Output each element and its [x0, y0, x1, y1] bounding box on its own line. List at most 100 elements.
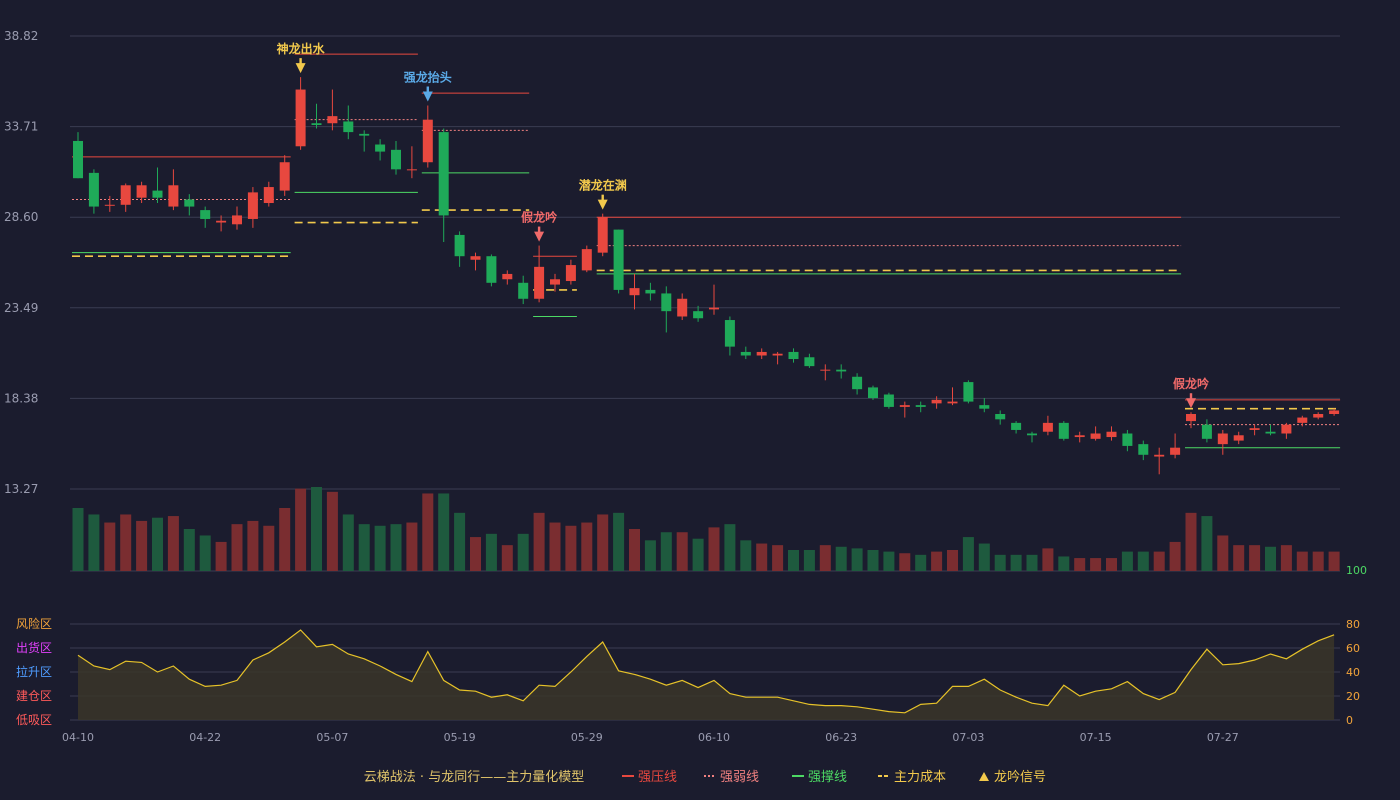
volume-bar — [899, 553, 911, 571]
candles-layer — [73, 77, 1340, 475]
price-tick-label: 23.49 — [4, 301, 38, 315]
signal-arrow-stem — [537, 226, 541, 233]
candle-body — [1329, 410, 1340, 415]
volume-bar — [835, 546, 847, 571]
volume-bar — [136, 520, 148, 571]
zone-label: 低吸区 — [16, 713, 52, 727]
candle-body — [1074, 435, 1085, 438]
candle-body — [1106, 431, 1117, 438]
candle-body — [1297, 417, 1308, 423]
candle-body — [502, 273, 513, 280]
date-tick-label: 04-22 — [189, 731, 221, 744]
grid-layer — [70, 35, 1340, 721]
candle-body — [120, 185, 131, 205]
volume-bar — [883, 551, 895, 571]
date-tick-label: 05-07 — [316, 731, 348, 744]
candle-body — [693, 311, 704, 319]
candle-body — [597, 217, 608, 253]
legend-model-label: 云梯战法 · 与龙同行——主力量化模型 — [364, 770, 584, 785]
date-tick-label: 06-23 — [825, 731, 857, 744]
volume-bar — [1153, 551, 1165, 571]
volume-bar — [390, 524, 402, 571]
volume-bar — [1169, 541, 1181, 571]
date-tick-label: 06-10 — [698, 731, 730, 744]
candle-body — [1217, 433, 1228, 445]
candle-body — [136, 185, 147, 198]
signal-arrow-stem — [426, 86, 429, 93]
legend-swatch-triangle — [979, 772, 989, 781]
signal-arrow — [422, 91, 433, 102]
volume-bar — [1249, 545, 1261, 571]
candle-body — [422, 119, 433, 163]
legend-item-label: 强压线 — [638, 770, 677, 785]
candle-body — [788, 351, 799, 360]
candle-body — [1265, 431, 1276, 434]
volume-bar — [692, 538, 704, 571]
volume-bar — [613, 512, 625, 571]
legend: 云梯战法 · 与龙同行——主力量化模型 强压线 强弱线 强撑线 主力成本 龙吟信号 — [364, 769, 1046, 785]
price-tick-label: 38.82 — [4, 29, 38, 43]
volume-bar — [1328, 551, 1340, 571]
candle-body — [375, 144, 386, 152]
candle-body — [1090, 433, 1101, 439]
date-tick-label: 07-03 — [952, 731, 984, 744]
candle-body — [1011, 422, 1022, 430]
volume-bar — [1296, 551, 1308, 571]
volume-bar — [167, 516, 179, 571]
volume-bar — [1121, 551, 1133, 571]
candle-body — [200, 210, 211, 219]
volume-bar — [295, 488, 307, 571]
volume-bar — [788, 550, 799, 571]
candle-body — [73, 140, 83, 179]
volume-bar — [644, 540, 656, 571]
price-tick-label: 13.27 — [4, 482, 38, 496]
candle-body — [152, 190, 163, 198]
signal-label: 潜龙在渊 — [579, 178, 627, 193]
candle-body — [295, 89, 306, 147]
volume-bar — [374, 525, 386, 571]
candle-body — [406, 169, 417, 171]
volume-bar — [438, 493, 450, 571]
oscillator-tick-label: 20 — [1346, 690, 1360, 703]
candle-body — [1138, 444, 1149, 455]
volume-bar — [406, 522, 418, 571]
signal-label: 神龙出水 — [277, 41, 326, 56]
signal-label: 假龙吟 — [1173, 376, 1209, 391]
volume-bar — [311, 487, 322, 571]
volume-bar — [1217, 535, 1229, 571]
volume-layer — [72, 487, 1340, 571]
candle-body — [1313, 414, 1324, 418]
volume-bar — [358, 524, 370, 571]
volume-bar — [231, 524, 243, 571]
volume-bar — [629, 529, 640, 571]
volume-bar — [1106, 558, 1117, 571]
candle-body — [184, 199, 195, 207]
candle-body — [820, 369, 831, 371]
candle-body — [232, 215, 242, 225]
zone-label: 出货区 — [16, 640, 52, 655]
candle-body — [947, 401, 958, 404]
price-tick-label: 33.71 — [4, 120, 38, 134]
oscillator-tick-label: 40 — [1346, 666, 1360, 679]
volume-bar — [199, 535, 211, 571]
volume-bar — [1280, 545, 1292, 571]
legend-item-label: 强撑线 — [808, 770, 847, 785]
volume-bar — [72, 508, 84, 571]
volume-bar — [485, 533, 497, 571]
volume-bar — [279, 508, 291, 571]
volume-bar — [263, 525, 275, 571]
date-tick-label: 07-15 — [1080, 731, 1112, 744]
signal-arrow — [534, 231, 545, 242]
signal-arrow — [1186, 398, 1196, 409]
volume-bar — [994, 554, 1006, 571]
oscillator-tick-label: 80 — [1346, 618, 1360, 631]
volume-bar — [978, 543, 990, 571]
candle-body — [995, 414, 1006, 420]
candle-body — [1281, 424, 1292, 434]
candle-body — [756, 351, 767, 356]
price-tick-label: 18.38 — [4, 391, 38, 405]
volume-bar — [581, 522, 593, 571]
volume-bar — [342, 514, 354, 571]
volume-bar — [931, 551, 943, 571]
